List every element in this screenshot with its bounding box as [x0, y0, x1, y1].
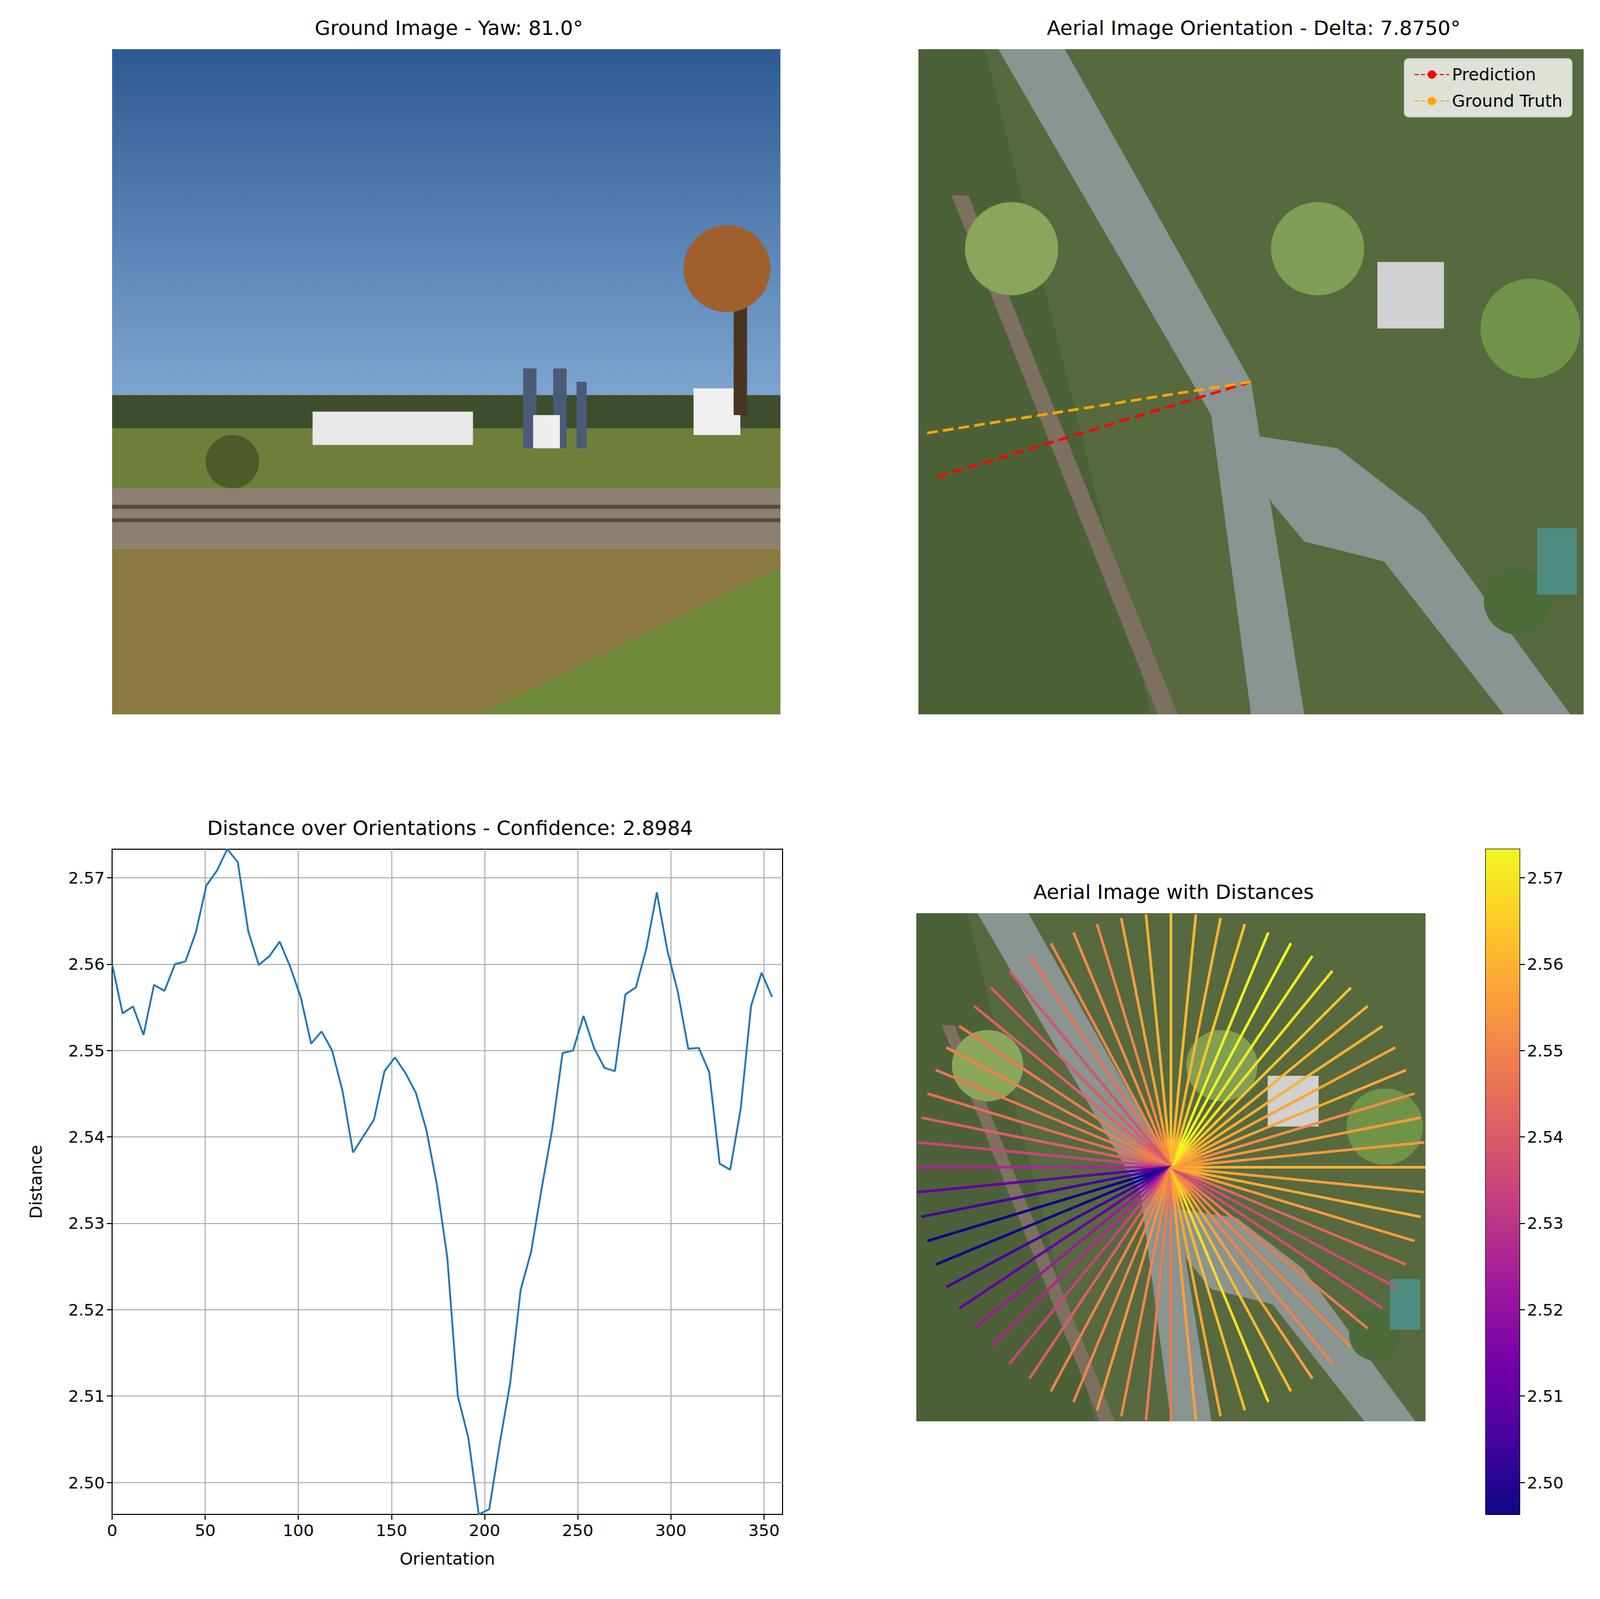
svg-text:2.54: 2.54 [68, 1127, 105, 1147]
svg-text:250: 250 [562, 1520, 594, 1540]
svg-text:Ground Truth: Ground Truth [1451, 90, 1563, 112]
svg-text:2.56: 2.56 [68, 954, 105, 974]
svg-text:Distance: Distance [25, 1144, 47, 1219]
svg-text:2.52: 2.52 [1527, 1300, 1564, 1320]
svg-text:Orientation: Orientation [399, 1548, 496, 1569]
svg-text:2.55: 2.55 [68, 1041, 105, 1061]
svg-text:2.53: 2.53 [68, 1213, 105, 1233]
svg-text:200: 200 [469, 1520, 501, 1540]
svg-text:0: 0 [106, 1520, 118, 1540]
svg-text:2.52: 2.52 [68, 1300, 105, 1320]
svg-text:150: 150 [375, 1520, 408, 1540]
svg-text:Aerial Image Orientation - Del: Aerial Image Orientation - Delta: 7.8750… [1046, 16, 1461, 40]
svg-text:50: 50 [194, 1520, 216, 1540]
svg-text:2.51: 2.51 [68, 1386, 105, 1406]
svg-text:Distance over Orientations - C: Distance over Orientations - Confidence:… [207, 816, 694, 840]
svg-text:2.54: 2.54 [1527, 1127, 1564, 1147]
svg-text:Aerial Image with Distances: Aerial Image with Distances [1033, 880, 1314, 904]
svg-text:350: 350 [748, 1520, 780, 1540]
svg-text:300: 300 [655, 1520, 687, 1540]
svg-text:2.53: 2.53 [1527, 1213, 1564, 1233]
svg-text:2.50: 2.50 [1527, 1473, 1564, 1493]
svg-text:2.57: 2.57 [1527, 868, 1564, 888]
svg-text:2.55: 2.55 [1527, 1041, 1564, 1061]
svg-text:2.56: 2.56 [1527, 954, 1564, 974]
svg-text:Ground Image - Yaw: 81.0°: Ground Image - Yaw: 81.0° [314, 16, 584, 40]
svg-text:2.51: 2.51 [1527, 1386, 1564, 1406]
svg-text:2.50: 2.50 [68, 1473, 105, 1493]
svg-text:Prediction: Prediction [1451, 64, 1537, 85]
svg-text:2.57: 2.57 [68, 868, 105, 888]
svg-text:100: 100 [282, 1520, 315, 1540]
